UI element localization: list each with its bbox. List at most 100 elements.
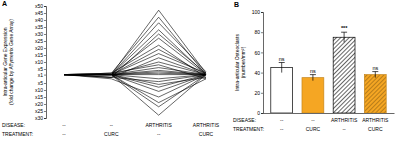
tick-label: x20 <box>35 45 43 51</box>
tick-mark <box>44 111 46 112</box>
tick-mark <box>44 90 46 91</box>
tick: x30 <box>35 31 46 37</box>
tick: 0 <box>257 110 263 116</box>
tick-mark <box>44 118 46 119</box>
y-axis-title: Intra-articular Gene Expression(fold cha… <box>2 19 14 105</box>
tick-label: x25 <box>35 108 43 114</box>
tick: x25 <box>35 38 46 44</box>
error-cap <box>310 74 316 75</box>
gene-line <box>64 75 206 116</box>
tick: x30 <box>35 115 46 121</box>
tick-mark <box>44 75 46 76</box>
tick-mark <box>261 52 263 53</box>
tick-label: x25 <box>35 38 43 44</box>
gene-line <box>64 17 206 74</box>
tick-label: x1 <box>38 72 44 78</box>
tick-mark <box>44 97 46 98</box>
error-line <box>375 72 376 78</box>
tick-label: x40 <box>35 17 43 23</box>
category-label: --CURC <box>104 122 119 137</box>
gene-line <box>64 75 206 107</box>
tick: x20 <box>35 45 46 51</box>
plot-area <box>271 32 386 113</box>
tick-mark <box>44 69 46 70</box>
tick-label: x5 <box>38 80 44 86</box>
category-label: ---- <box>62 122 66 137</box>
gene-line <box>64 34 206 77</box>
tick-mark <box>261 113 263 114</box>
y-axis: 0 20 40 60 80 100 <box>252 9 264 116</box>
axis-line <box>44 7 47 119</box>
panel-title: A <box>2 0 7 7</box>
gene-line <box>64 58 206 78</box>
row-label: DISEASE: <box>2 122 25 128</box>
tick-mark <box>44 20 46 21</box>
tick: 100 <box>252 9 263 15</box>
row-label: TREATMENT: <box>233 126 264 132</box>
error-cap <box>279 62 285 63</box>
tick-label: 0 <box>257 110 260 116</box>
bar <box>302 78 324 113</box>
error-bar <box>310 75 316 81</box>
tick-label: x45 <box>35 10 43 16</box>
tick: x10 <box>35 59 46 65</box>
tick-mark <box>261 73 263 74</box>
tick-label: 80 <box>254 29 260 35</box>
tick-mark <box>261 12 263 13</box>
tick-label: 60 <box>254 50 260 56</box>
tick: 40 <box>254 70 263 76</box>
y-axis-title: Intra-articular Osteoclasts(number/mm²) <box>234 34 246 91</box>
gene-line <box>64 62 206 75</box>
error-bar <box>372 72 378 78</box>
tick-label: x15 <box>35 52 43 58</box>
error-bar <box>279 63 285 73</box>
tick: x50 <box>35 3 46 9</box>
tick: x1 <box>38 72 46 78</box>
tick-label: x30 <box>35 115 43 121</box>
tick-label: 20 <box>254 90 260 96</box>
tick: x15 <box>35 52 46 58</box>
plot-area <box>64 10 206 115</box>
tick: x35 <box>35 24 46 30</box>
gene-line <box>64 10 206 74</box>
tick-label: x50 <box>35 3 43 9</box>
tick: x15 <box>35 94 46 100</box>
gene-line <box>64 72 206 75</box>
category-label: ARTHRITISCURC <box>362 117 389 132</box>
category-label: ARTHRITISCURC <box>193 122 220 137</box>
y-axis: x50x45x40x35x30x25x20x15x10x5x1x5x10x15x… <box>35 3 47 121</box>
tick-label: x20 <box>35 101 43 107</box>
significance-label: ns <box>279 56 285 62</box>
figure: Ax50x45x40x35x30x25x20x15x10x5x1x5x10x15… <box>0 0 400 141</box>
tick-mark <box>44 27 46 28</box>
tick-mark <box>261 32 263 33</box>
tick-mark <box>44 62 46 63</box>
tick-mark <box>44 13 46 14</box>
significance-label: ns <box>372 65 378 71</box>
error-bar <box>341 32 347 42</box>
gene-line <box>64 70 206 74</box>
row-label: TREATMENT: <box>2 131 33 137</box>
row-label: DISEASE: <box>233 117 256 123</box>
category-label: --CURC <box>306 117 321 132</box>
x-axis <box>264 113 395 114</box>
tick: x10 <box>35 87 46 93</box>
gene-line <box>64 54 206 75</box>
tick-label: x15 <box>35 94 43 100</box>
tick: 60 <box>254 50 263 56</box>
gene-line <box>64 49 206 74</box>
tick: x45 <box>35 10 46 16</box>
tick-mark <box>44 41 46 42</box>
gene-line <box>64 74 206 75</box>
gene-line <box>64 68 206 75</box>
tick: 80 <box>254 29 263 35</box>
tick-label: x10 <box>35 59 43 65</box>
tick-label: 40 <box>254 70 260 76</box>
panel-b: B020406080100Intra-articular Osteoclasts… <box>233 1 395 132</box>
category-label: ARTHRITIS-- <box>331 117 358 132</box>
tick-mark <box>44 104 46 105</box>
gene-line <box>64 75 206 97</box>
tick: x20 <box>35 101 46 107</box>
gene-line <box>64 45 206 77</box>
tick-mark <box>44 48 46 49</box>
